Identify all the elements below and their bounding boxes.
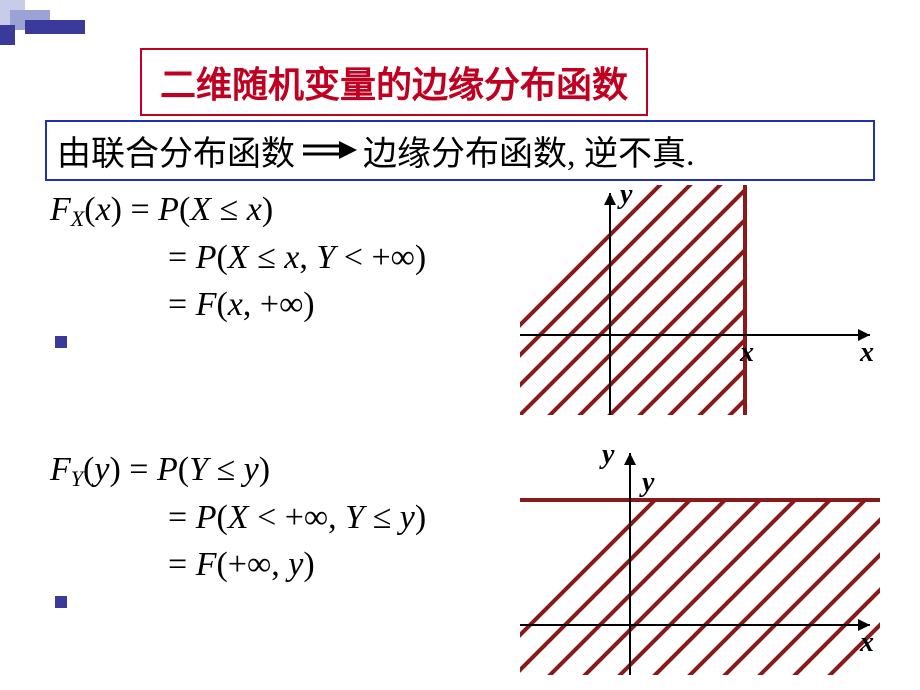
title-text: 二维随机变量的边缘分布函数 — [160, 64, 628, 105]
fy-F: F — [50, 451, 71, 488]
diag2-y-label: y — [602, 439, 614, 471]
diag2-y-marker: y — [642, 467, 654, 499]
fx-line2: = P(X ≤ x, Y < +∞) — [50, 238, 426, 279]
fx-sub: X — [71, 206, 84, 231]
fx-line1: FX(x) = P(X ≤ x) — [50, 190, 426, 232]
diagram-fy: y y x — [520, 445, 880, 675]
fy-line2: = P(X < +∞, Y ≤ y) — [50, 498, 426, 539]
corner-decoration — [0, 0, 90, 50]
fx-F: F — [50, 191, 71, 228]
fx-line3: = F(x, +∞) — [50, 285, 426, 326]
diag1-y-label: y — [620, 179, 632, 211]
bullet-fx — [55, 336, 67, 348]
implication-left: 由联合分布函数 — [57, 126, 295, 175]
bullet-fy — [55, 596, 67, 608]
implication-row: 由联合分布函数 边缘分布函数, 逆不真. — [45, 120, 875, 181]
diagram-fx: y x x — [520, 185, 880, 415]
diag1-x-axis-label: x — [860, 337, 874, 369]
math-fy: FY(y) = P(Y ≤ y) = P(X < +∞, Y ≤ y) = F(… — [50, 450, 426, 592]
fy-line1: FY(y) = P(Y ≤ y) — [50, 450, 426, 492]
fy-sub: Y — [71, 466, 83, 491]
math-fx: FX(x) = P(X ≤ x) = P(X ≤ x, Y < +∞) = F(… — [50, 190, 426, 332]
title-box: 二维随机变量的边缘分布函数 — [140, 48, 648, 116]
diag1-x-marker: x — [740, 337, 754, 369]
fy-line3: = F(+∞, y) — [50, 545, 426, 586]
diag2-x-axis-label: x — [860, 627, 874, 659]
implies-arrow — [301, 132, 357, 170]
implication-right: 边缘分布函数, 逆不真. — [363, 126, 695, 175]
